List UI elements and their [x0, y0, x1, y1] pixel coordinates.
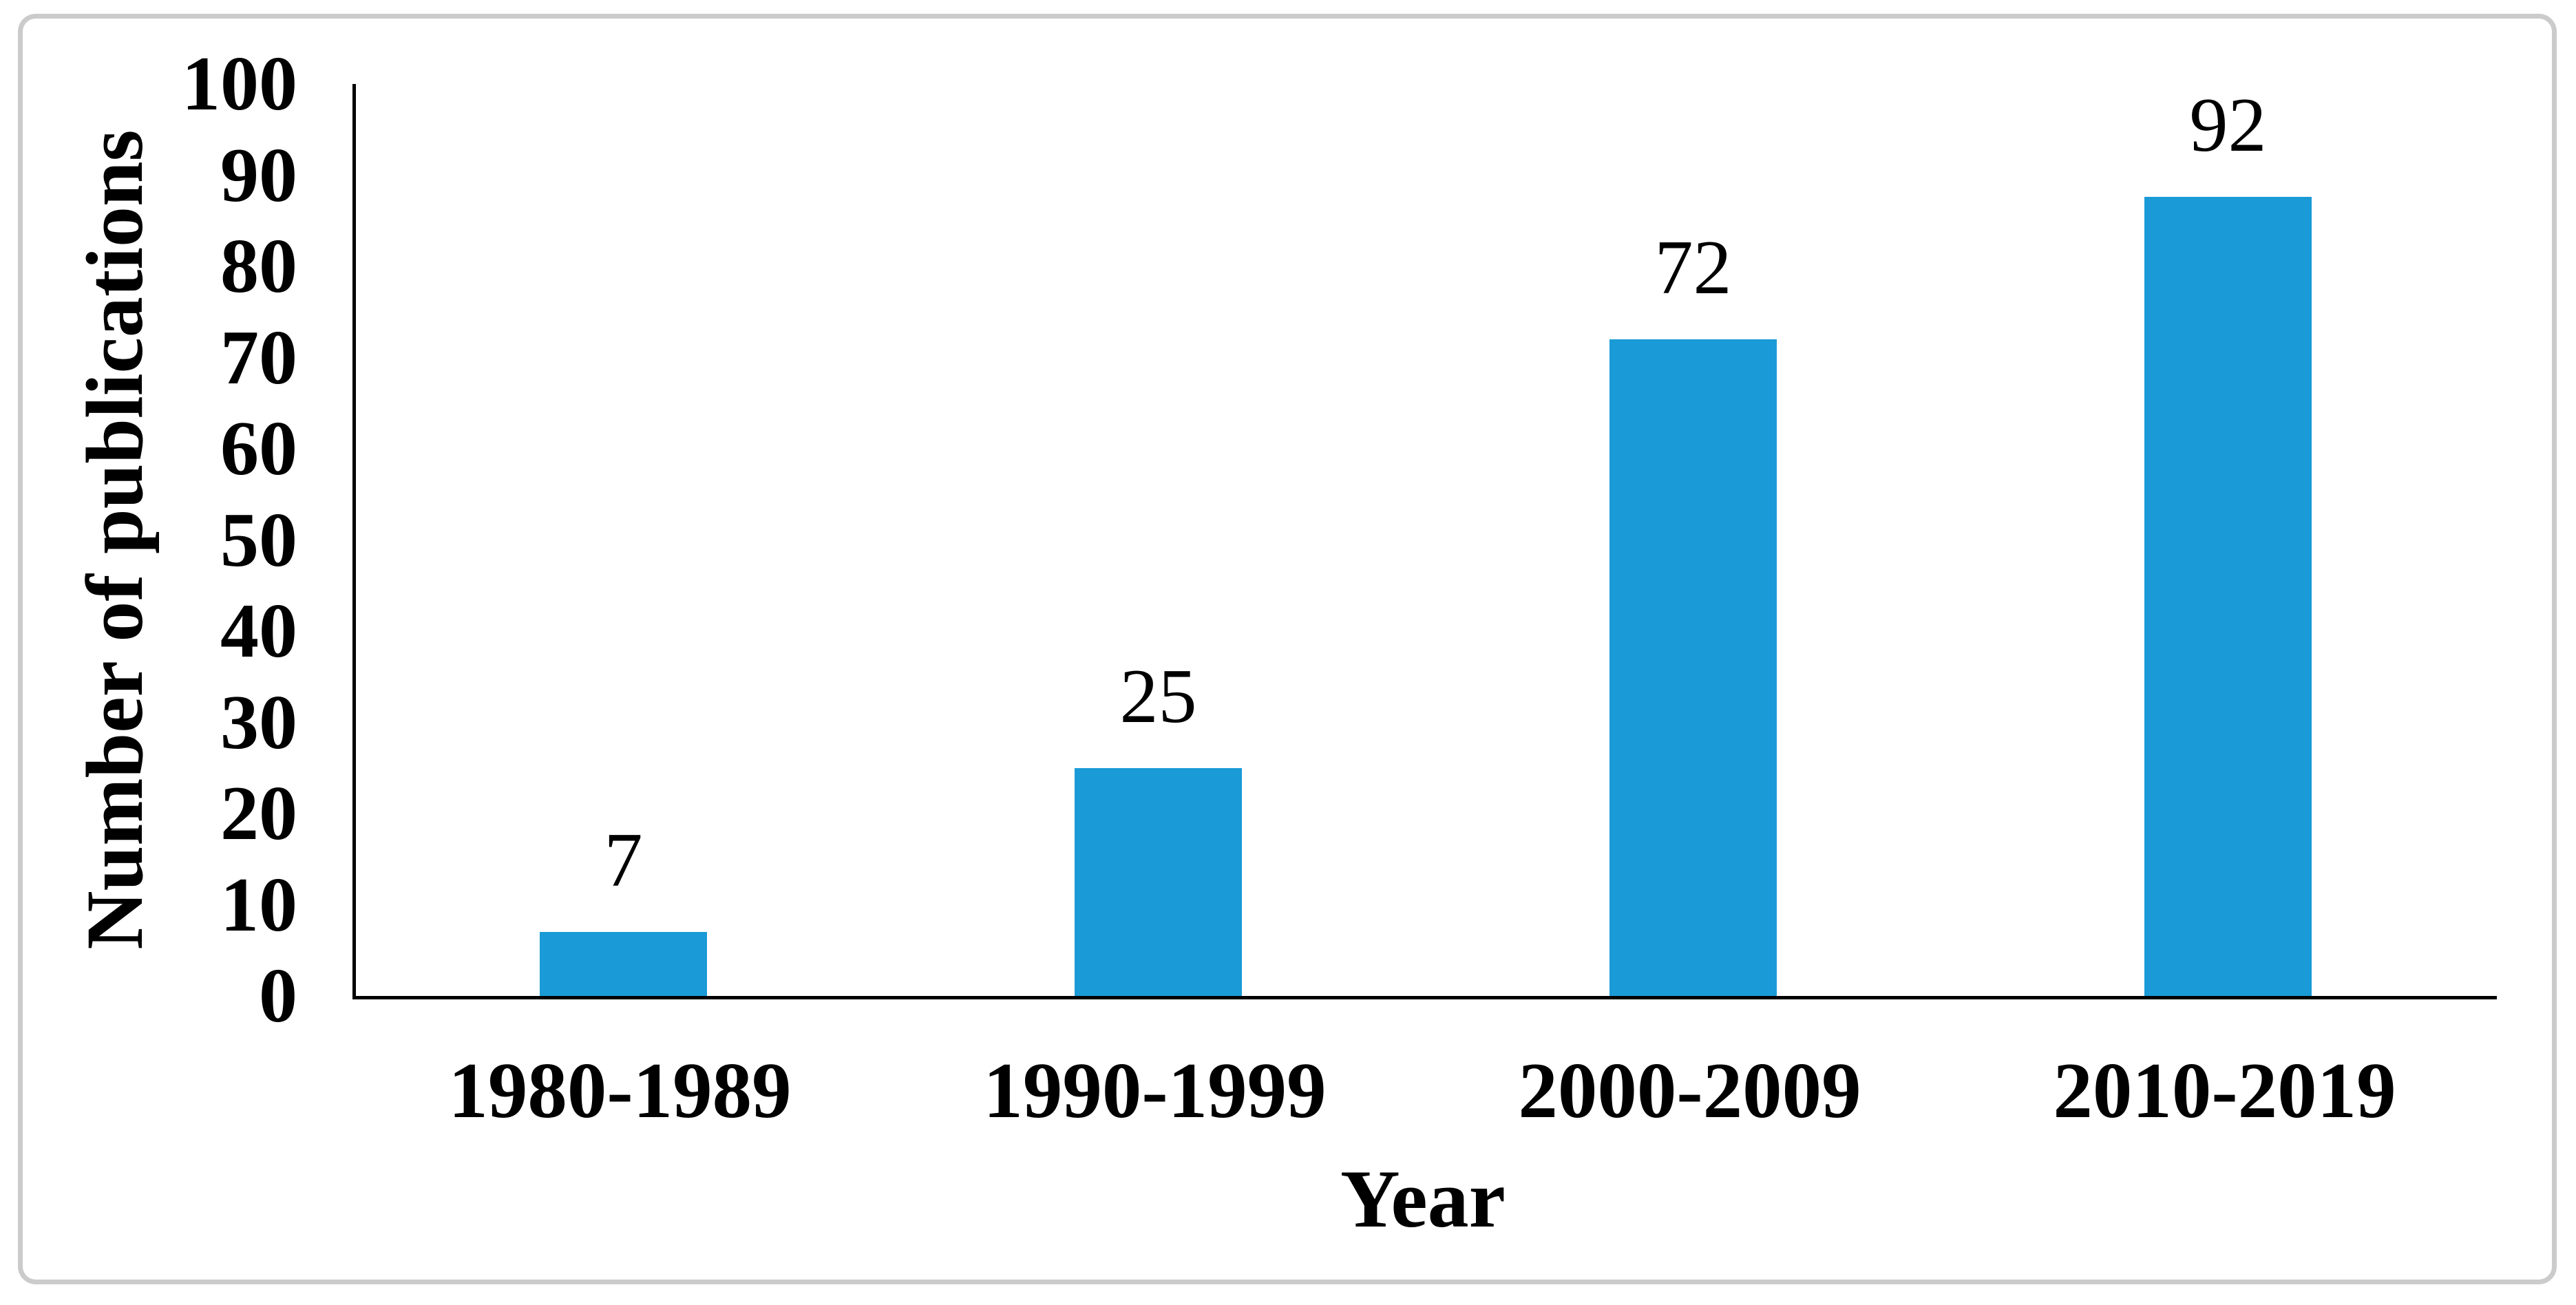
- y-tick-label: 70: [220, 315, 297, 401]
- y-tick-label: 90: [220, 132, 297, 218]
- x-axis-title: Year: [1340, 1153, 1506, 1244]
- bar-value-label: 72: [1654, 225, 1732, 310]
- bar-1990-1999: [1075, 767, 1242, 996]
- bar-value-label: 25: [1119, 653, 1197, 739]
- bar-1980-1989: [540, 932, 707, 996]
- bar-value-label: 7: [604, 818, 643, 904]
- y-tick-label: 50: [220, 497, 297, 583]
- bar-value-label: 92: [2189, 83, 2267, 168]
- bar-2000-2009: [1609, 339, 1777, 996]
- x-tick-row: 1980-1989 1990-1999 2000-2009 2010-2019: [352, 1036, 2493, 1146]
- x-tick-label: 1980-1989: [448, 1047, 792, 1134]
- bar-group-2000-2009: 72: [1426, 84, 1961, 996]
- x-tick-label: 1990-1999: [983, 1047, 1327, 1134]
- x-tick-label: 2000-2009: [1518, 1047, 1861, 1134]
- bar-group-1980-1989: 7: [356, 84, 891, 996]
- y-tick-label: 30: [220, 679, 297, 765]
- y-tick-label: 60: [220, 406, 297, 491]
- bar-group-2010-2019: 92: [1961, 84, 2495, 996]
- bar-group-1990-1999: 25: [891, 84, 1426, 996]
- y-tick-label: 0: [259, 953, 297, 1039]
- y-tick-label: 40: [220, 588, 297, 674]
- x-tick-label: 2010-2019: [2053, 1047, 2396, 1134]
- y-tick-label: 80: [220, 224, 297, 309]
- plot-area: 7 25 72 92: [352, 84, 2497, 999]
- y-tick-label: 20: [220, 771, 297, 856]
- bar-2010-2019: [2144, 197, 2312, 996]
- figure-border: [18, 14, 2557, 1284]
- y-tick-label: 10: [220, 862, 297, 948]
- y-tick-label: 100: [182, 41, 297, 127]
